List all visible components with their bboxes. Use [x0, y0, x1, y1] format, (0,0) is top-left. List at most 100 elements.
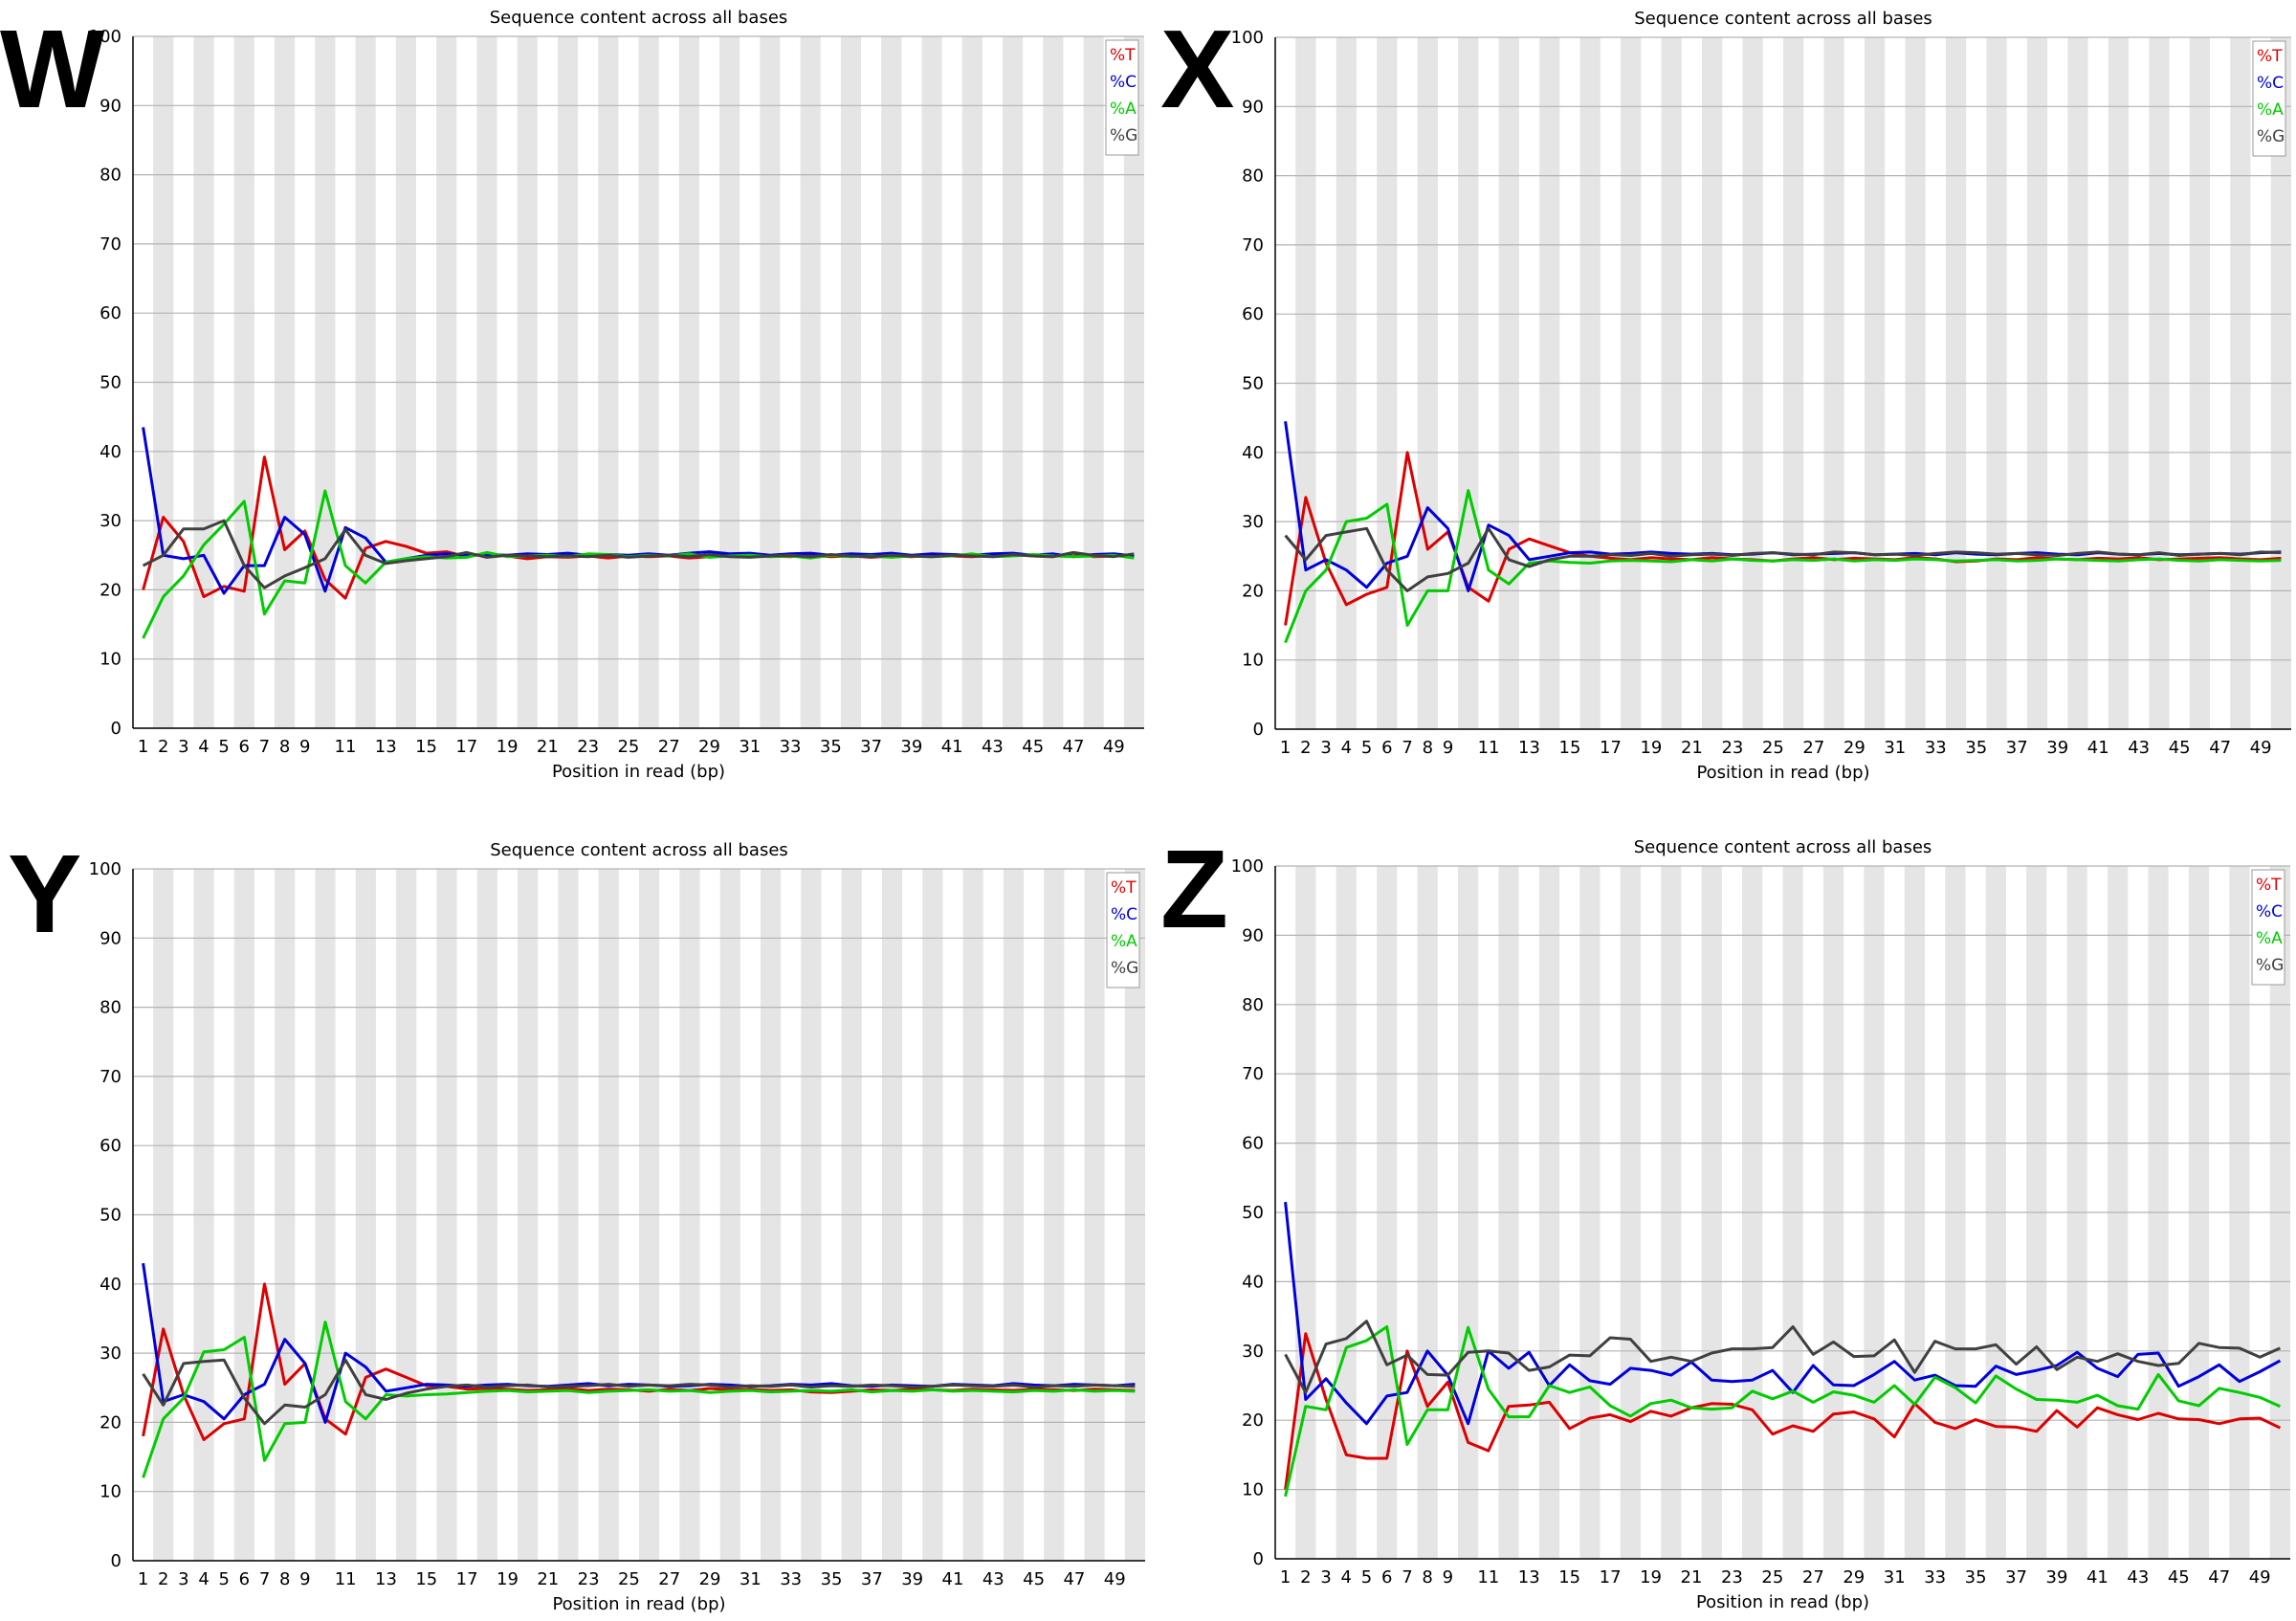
x-tick-label: 29 — [1843, 738, 1866, 758]
x-tick-label: 31 — [1884, 738, 1906, 758]
legend-entry: %A — [2257, 100, 2284, 120]
x-tick-label: 8 — [279, 737, 290, 757]
x-tick-label: 49 — [1103, 737, 1125, 757]
x-tick-label: 43 — [2128, 738, 2150, 758]
x-tick-label: 11 — [1477, 1567, 1499, 1588]
x-tick-label: 21 — [537, 737, 559, 757]
x-axis-label: Position in read (bp) — [1696, 1592, 1869, 1612]
x-tick-label: 8 — [1423, 738, 1433, 758]
panel-label-y: Y — [8, 832, 82, 956]
chart-title: Sequence content across all bases — [490, 840, 788, 860]
y-tick-label: 80 — [99, 166, 121, 186]
y-tick-label: 90 — [99, 928, 121, 948]
x-tick-label: 41 — [942, 1569, 964, 1589]
y-tick-label: 50 — [99, 373, 121, 393]
x-tick-label: 39 — [2046, 738, 2068, 758]
y-tick-label: 30 — [1242, 1342, 1264, 1362]
y-tick-label: 20 — [1242, 581, 1264, 601]
x-tick-label: 15 — [1558, 1567, 1580, 1588]
x-tick-label: 37 — [2005, 1567, 2027, 1588]
x-tick-label: 7 — [1402, 738, 1412, 758]
x-tick-label: 17 — [455, 737, 477, 757]
y-tick-label: 90 — [1242, 925, 1264, 945]
y-tick-label: 40 — [1242, 443, 1264, 463]
x-tick-label: 47 — [1063, 1569, 1085, 1589]
y-tick-label: 0 — [1253, 1549, 1264, 1569]
x-tick-label: 45 — [1023, 1569, 1045, 1589]
legend-entry: %A — [1111, 932, 1137, 951]
legend-box — [2252, 40, 2286, 157]
x-tick-label: 21 — [1681, 1567, 1703, 1588]
series-line-g — [1284, 526, 2282, 592]
x-tick-label: 35 — [820, 737, 842, 757]
panel-z: 0 10 20 30 40 50 60 70 80 90 100 1 2 3 4 5 6 7 8 9 11 13 15 17 1… — [1148, 810, 2296, 1621]
series-line-g — [142, 519, 1135, 589]
x-tick-label: 6 — [239, 737, 250, 757]
x-tick-label: 25 — [1761, 1567, 1783, 1588]
y-tick-label: 80 — [1242, 995, 1264, 1015]
x-tick-label: 7 — [1402, 1567, 1412, 1588]
y-tick-label: 10 — [1242, 651, 1264, 671]
y-tick-label: 30 — [1242, 512, 1264, 532]
x-tick-label: 3 — [178, 1569, 188, 1589]
y-tick-label: 70 — [1242, 235, 1264, 255]
y-tick-label: 70 — [99, 1067, 121, 1087]
y-tick-label: 60 — [1242, 304, 1264, 324]
x-tick-label: 1 — [138, 737, 148, 757]
y-tick-label: 90 — [99, 96, 121, 116]
x-tick-label: 27 — [1802, 1567, 1824, 1588]
x-tick-label: 15 — [415, 1569, 437, 1589]
y-tick-label: 70 — [1242, 1064, 1264, 1084]
chart-title: Sequence content across all bases — [1634, 9, 1932, 29]
x-tick-label: 21 — [537, 1569, 559, 1589]
x-tick-label: 17 — [456, 1569, 478, 1589]
y-tick-label: 30 — [99, 1343, 121, 1364]
x-tick-label: 49 — [2249, 1567, 2271, 1588]
x-tick-label: 41 — [2086, 1567, 2108, 1588]
legend-entry: %G — [1110, 126, 1137, 145]
x-tick-label: 31 — [740, 1569, 762, 1589]
series-line-g — [1284, 1320, 2282, 1394]
x-tick-label: 5 — [1361, 738, 1372, 758]
y-tick-label: 60 — [99, 303, 121, 323]
x-tick-label: 3 — [1320, 738, 1331, 758]
y-tick-label: 10 — [1242, 1480, 1264, 1500]
x-tick-label: 9 — [1443, 1567, 1453, 1588]
x-tick-label: 41 — [941, 737, 963, 757]
y-tick-label: 40 — [1242, 1272, 1264, 1292]
y-tick-label: 80 — [99, 998, 121, 1018]
panel-w: 0 10 20 30 40 50 60 70 80 90 100 1 2 3 4 5 6 7 8 9 11 13 15 17 1… — [0, 0, 1148, 810]
x-tick-label: 1 — [1280, 1567, 1291, 1588]
x-tick-label: 15 — [415, 737, 437, 757]
x-tick-label: 8 — [1422, 1567, 1432, 1588]
panel-x: 0 10 20 30 40 50 60 70 80 90 100 1 2 3 4 5 6 7 8 9 11 13 15 17 1… — [1148, 0, 2296, 810]
x-tick-label: 13 — [1518, 1567, 1540, 1588]
x-tick-label: 29 — [698, 737, 720, 757]
panel-label-w: W — [0, 7, 105, 131]
x-tick-label: 2 — [158, 737, 168, 757]
y-tick-label: 10 — [99, 1482, 121, 1502]
y-tick-label: 70 — [99, 234, 121, 255]
x-tick-label: 29 — [699, 1569, 721, 1589]
chart-title: Sequence content across all bases — [1634, 837, 1932, 857]
legend-box — [1106, 872, 1140, 988]
y-tick-label: 0 — [1253, 720, 1264, 740]
legend-entry: %T — [1110, 46, 1136, 65]
x-tick-label: 4 — [1341, 1567, 1352, 1588]
x-tick-label: 37 — [861, 1569, 883, 1589]
x-tick-label: 4 — [1341, 738, 1352, 758]
series-line-g — [142, 1358, 1136, 1426]
series-line-a — [1284, 489, 2282, 644]
legend-entry: %C — [2257, 74, 2284, 93]
y-tick-label: 50 — [1242, 1203, 1264, 1223]
legend-entry: %G — [2257, 127, 2285, 146]
x-tick-label: 19 — [1640, 738, 1662, 758]
x-tick-label: 27 — [1802, 738, 1824, 758]
x-tick-label: 11 — [1478, 738, 1500, 758]
x-tick-label: 37 — [860, 737, 882, 757]
x-tick-label: 45 — [2168, 1567, 2190, 1588]
legend-entry: %T — [2257, 47, 2283, 66]
y-tick-label: 100 — [89, 27, 121, 47]
x-tick-label: 9 — [299, 737, 310, 757]
